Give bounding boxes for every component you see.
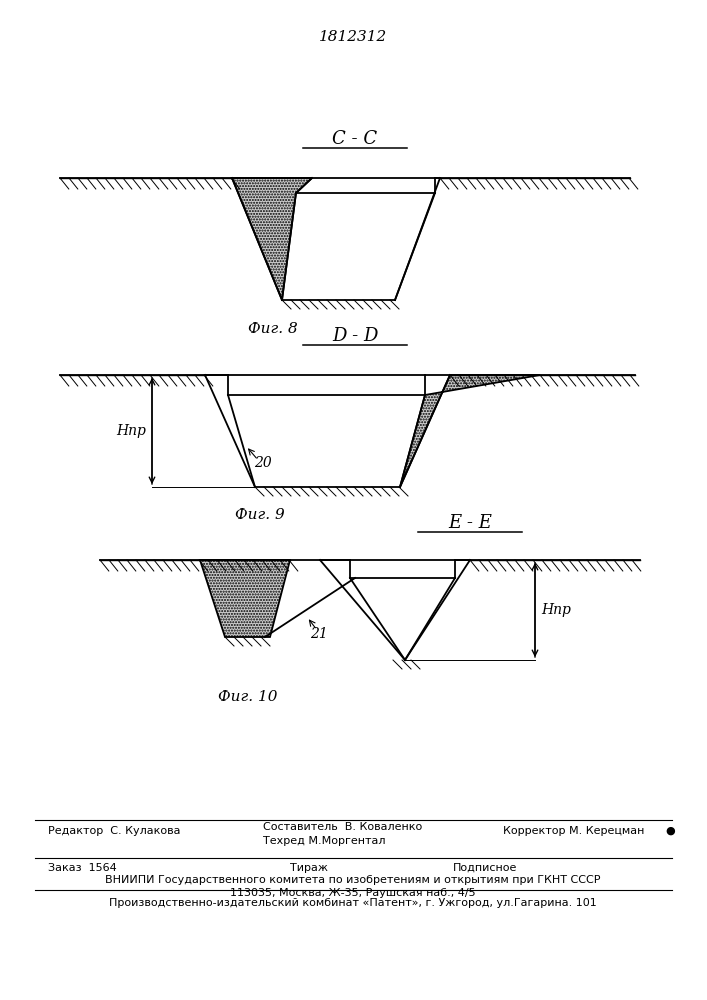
Text: 21: 21 [310,627,328,641]
Text: С - С: С - С [332,130,378,148]
Text: Производственно-издательский комбинат «Патент», г. Ужгород, ул.Гагарина. 101: Производственно-издательский комбинат «П… [109,898,597,908]
Text: Фиг. 9: Фиг. 9 [235,508,285,522]
Text: Редактор  С. Кулакова: Редактор С. Кулакова [48,826,180,836]
Text: Составитель  В. Коваленко: Составитель В. Коваленко [263,822,422,832]
Text: Заказ  1564: Заказ 1564 [48,863,117,873]
Text: D - D: D - D [332,327,378,345]
Text: E - E: E - E [448,514,492,532]
Text: Корректор М. Керецман: Корректор М. Керецман [503,826,644,836]
Text: 1812312: 1812312 [319,30,387,44]
Text: 113035, Москва, Ж-35, Раушская наб., 4/5: 113035, Москва, Ж-35, Раушская наб., 4/5 [230,888,476,898]
Text: Тираж: Тираж [290,863,328,873]
Text: Нпр: Нпр [541,603,571,617]
Text: Техред М.Моргентал: Техред М.Моргентал [263,836,385,846]
Text: ВНИИПИ Государственного комитета по изобретениям и открытиям при ГКНТ СССР: ВНИИПИ Государственного комитета по изоб… [105,875,601,885]
Text: 20: 20 [254,456,271,470]
Polygon shape [200,560,290,637]
Polygon shape [400,375,540,487]
Text: Фиг. 10: Фиг. 10 [218,690,278,704]
Text: ●: ● [665,826,674,836]
Polygon shape [232,178,312,300]
Text: Подписное: Подписное [453,863,518,873]
Text: Фиг. 8: Фиг. 8 [248,322,298,336]
Text: Нпр: Нпр [116,424,146,438]
